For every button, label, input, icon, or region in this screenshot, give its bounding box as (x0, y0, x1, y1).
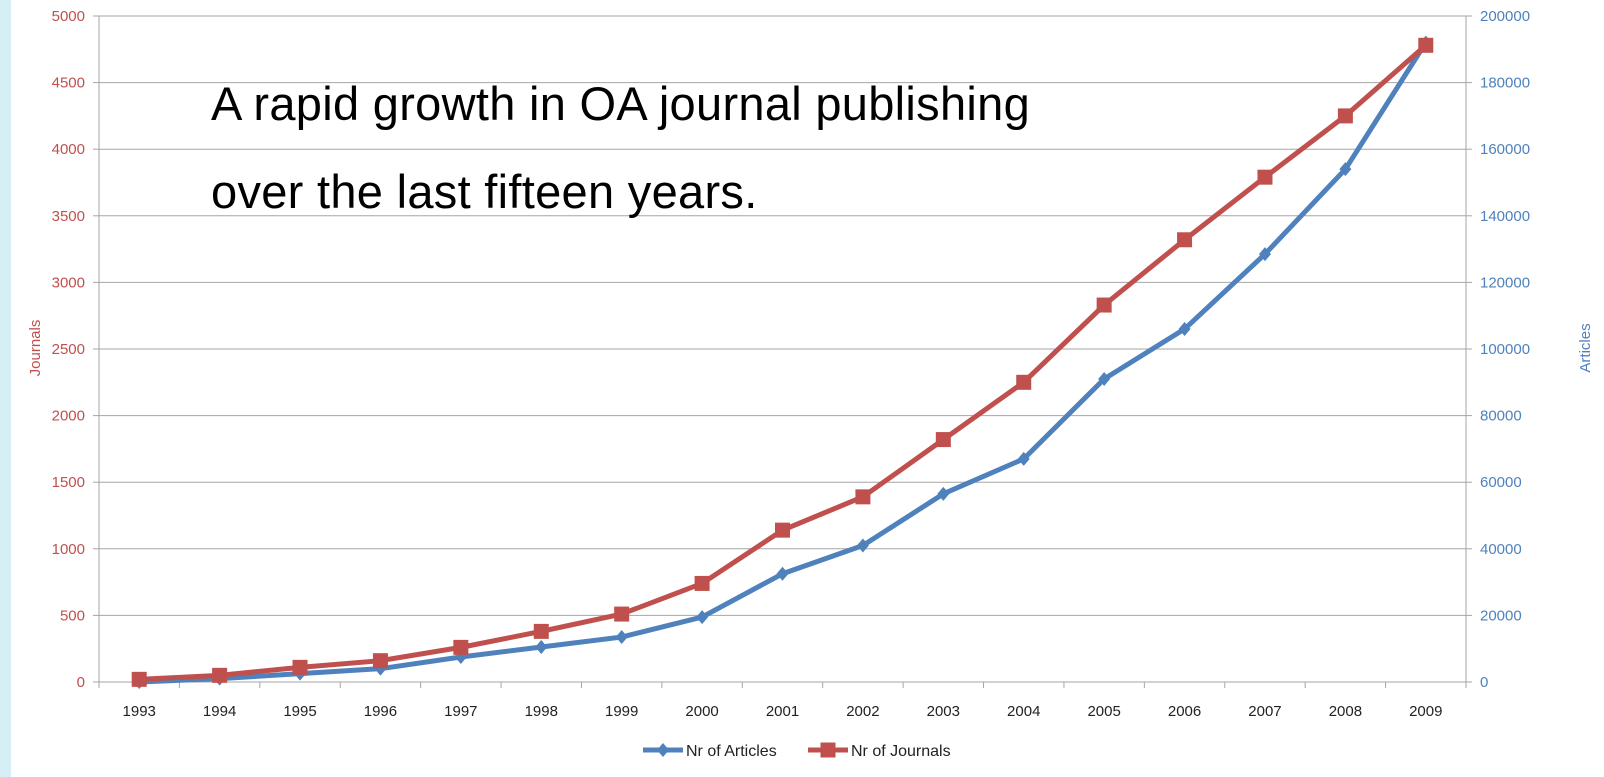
data-point-journals (1016, 374, 1032, 390)
data-point-journals (1418, 37, 1434, 53)
data-point-articles (1339, 162, 1352, 177)
left-tick-label: 2500 (52, 341, 85, 358)
x-tick-label: 1993 (123, 703, 156, 720)
legend-label-journals: Nr of Journals (851, 743, 951, 760)
left-tick-label: 1500 (52, 474, 85, 491)
data-point-journals (1177, 232, 1193, 248)
legend-label-articles: Nr of Articles (686, 743, 777, 760)
right-tick-label: 140000 (1480, 208, 1530, 225)
data-point-journals (453, 639, 469, 655)
x-tick-label: 2005 (1087, 703, 1120, 720)
axes (93, 15, 1472, 688)
right-tick-label: 120000 (1480, 274, 1530, 291)
right-axis-title: Articles (1577, 323, 1594, 372)
data-point-journals (775, 522, 790, 538)
x-tick-label: 2001 (766, 703, 799, 720)
data-point-articles (1017, 451, 1030, 466)
legend: Nr of Articles Nr of Journals (643, 742, 951, 760)
left-tick-label: 2000 (52, 408, 85, 425)
x-tick-label: 2008 (1329, 703, 1362, 720)
right-tick-label: 100000 (1480, 341, 1530, 358)
data-point-articles (535, 640, 548, 655)
series-layer (131, 35, 1434, 689)
data-point-journals (1337, 108, 1353, 124)
data-point-journals (1257, 169, 1273, 185)
right-axis-ticks: 0 20000 40000 60000 80000 100000 120000 140000 1… (1480, 8, 1530, 691)
right-tick-label: 20000 (1480, 607, 1522, 624)
x-tick-label: 2006 (1168, 703, 1201, 720)
x-tick-label: 2007 (1248, 703, 1281, 720)
legend-marker-articles (657, 743, 669, 757)
data-point-articles (615, 630, 628, 645)
right-tick-label: 60000 (1480, 474, 1522, 491)
series-line-journals (139, 43, 1428, 682)
right-tick-label: 40000 (1480, 541, 1522, 558)
series-line-articles (139, 41, 1428, 685)
right-tick-label: 180000 (1480, 75, 1530, 92)
x-tick-label: 1995 (283, 703, 316, 720)
data-point-articles (1098, 371, 1111, 386)
left-tick-label: 4500 (52, 75, 85, 92)
data-point-articles (856, 538, 869, 553)
data-point-journals (935, 432, 951, 448)
data-point-journals (292, 659, 308, 675)
right-tick-label: 200000 (1480, 8, 1530, 25)
dual-axis-line-chart: 0 500 1000 1500 2000 2500 3000 3500 4000 4500 5000… (27, 8, 1594, 760)
data-point-journals (1096, 297, 1112, 313)
left-axis-title: Journals (27, 320, 44, 377)
left-tick-label: 4000 (52, 141, 85, 158)
gridlines (99, 15, 1466, 616)
data-point-articles (1258, 247, 1271, 262)
data-point-articles (696, 610, 709, 625)
left-tick-label: 3500 (52, 208, 85, 225)
x-tick-label: 1999 (605, 703, 638, 720)
left-tick-label: 3000 (52, 274, 85, 291)
data-point-journals (533, 623, 549, 639)
x-tick-label: 1997 (444, 703, 477, 720)
x-axis-ticks: 1993 1994 1995 1996 1997 1998 1999 2000 2001 2002… (123, 703, 1443, 720)
data-point-journals (131, 671, 147, 687)
left-axis-ticks: 0 500 1000 1500 2000 2500 3000 3500 4000 4500 5000 (52, 8, 85, 691)
x-tick-label: 2003 (927, 703, 960, 720)
x-tick-label: 1996 (364, 703, 397, 720)
data-point-articles (1178, 322, 1191, 337)
left-tick-label: 0 (77, 674, 85, 691)
x-tick-label: 2000 (685, 703, 718, 720)
data-point-journals (855, 489, 871, 505)
legend-marker-journals (820, 742, 836, 758)
data-point-journals (212, 667, 228, 683)
data-point-articles (937, 486, 950, 501)
x-tick-label: 1994 (203, 703, 236, 720)
headline-line-1: A rapid growth in OA journal publishing (211, 77, 1031, 130)
data-point-articles (776, 566, 789, 581)
slide: 0 500 1000 1500 2000 2500 3000 3500 4000 4500 5000… (11, 0, 1604, 777)
x-tick-label: 2004 (1007, 703, 1040, 720)
left-tick-label: 5000 (52, 8, 85, 25)
data-point-journals (372, 653, 388, 669)
left-tick-label: 1000 (52, 541, 85, 558)
data-point-journals (614, 606, 630, 622)
data-point-journals (694, 575, 710, 591)
x-tick-label: 2002 (846, 703, 879, 720)
right-tick-label: 160000 (1480, 141, 1530, 158)
headline-line-2: over the last fifteen years. (211, 165, 758, 218)
x-tick-label: 2009 (1409, 703, 1442, 720)
x-tick-label: 1998 (525, 703, 558, 720)
right-tick-label: 80000 (1480, 408, 1522, 425)
right-tick-label: 0 (1480, 674, 1488, 691)
left-tick-label: 500 (60, 607, 85, 624)
